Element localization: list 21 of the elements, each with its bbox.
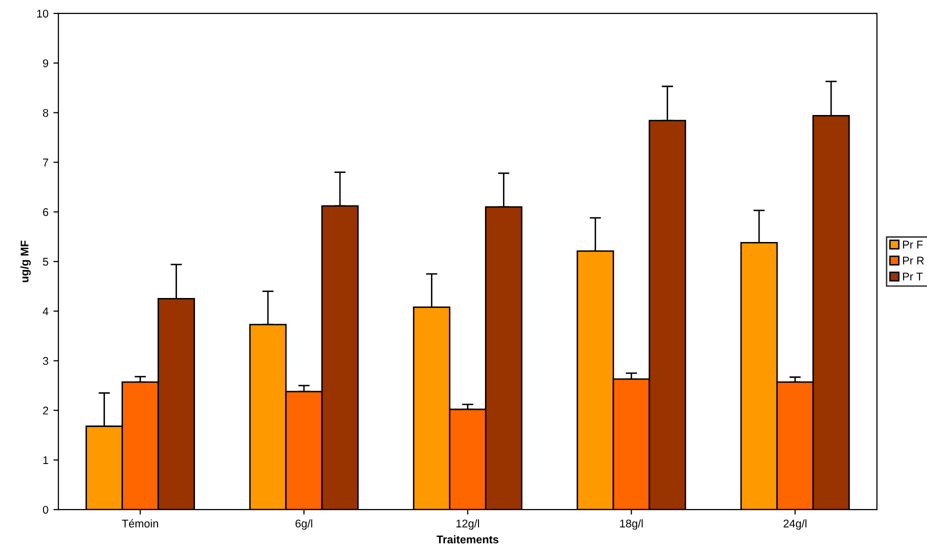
x-tick-label: 18g/l (620, 519, 643, 530)
legend-label: Pr F (903, 240, 923, 248)
y-tick-label: 0 (42, 506, 48, 514)
x-tick-label: 12g/l (456, 519, 479, 530)
y-tick-label: 4 (42, 308, 48, 316)
x-axis-title: Traitements (436, 535, 498, 544)
y-tick-label: 9 (43, 59, 48, 68)
x-tick-label: 6g/l (296, 519, 312, 530)
x-tick-label: Témoin (122, 519, 158, 528)
legend-label: Pr R (903, 256, 924, 264)
x-tick-label: 24g/l (784, 519, 806, 530)
y-tick-label: 3 (42, 357, 48, 365)
y-tick-label: 2 (43, 406, 48, 414)
y-tick-label: 7 (43, 158, 48, 166)
y-tick-label: 8 (42, 108, 48, 117)
legend-label: Pr T (903, 272, 923, 280)
y-tick-label: 10 (37, 10, 48, 18)
y-tick-label: 6 (43, 208, 48, 216)
y-tick-label: 5 (42, 258, 48, 266)
y-tick-label: 1 (43, 456, 48, 464)
y-axis-title: ug/g MF (20, 240, 31, 282)
